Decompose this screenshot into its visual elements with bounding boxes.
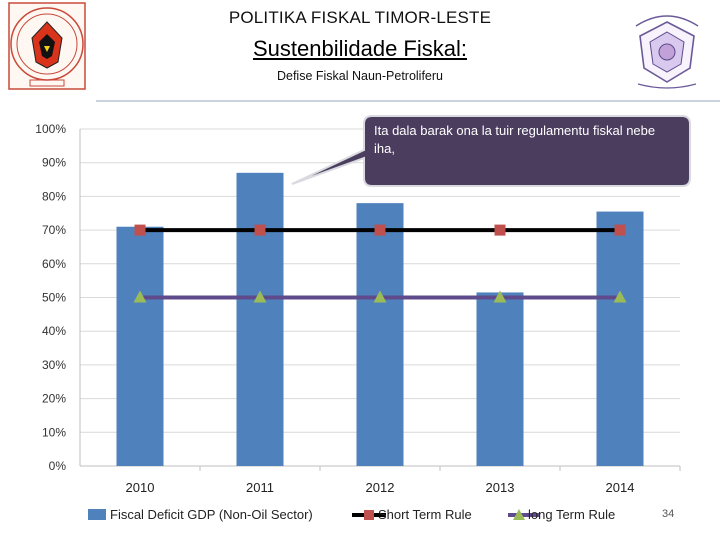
y-tick-label: 100% — [35, 122, 66, 136]
page-title: Sustenbilidade Fiskal: — [252, 36, 467, 61]
bar — [596, 211, 644, 466]
y-tick-label: 90% — [42, 156, 66, 170]
legend-label: Short Term Rule — [378, 507, 472, 522]
y-tick-label: 40% — [42, 324, 66, 338]
square-marker — [134, 224, 146, 236]
callout-bubble — [291, 115, 691, 187]
legend-label: Fiscal Deficit GDP (Non-Oil Sector) — [110, 507, 313, 522]
square-marker — [614, 224, 626, 236]
y-tick-label: 60% — [42, 257, 66, 271]
y-tick-label: 70% — [42, 223, 66, 237]
header-divider — [96, 100, 720, 102]
triangle-marker — [373, 290, 387, 303]
x-tick-label: 2011 — [246, 480, 274, 495]
legend-swatch-marker — [364, 510, 374, 520]
triangle-marker — [493, 290, 507, 303]
y-tick-label: 50% — [42, 291, 66, 305]
y-tick-label: 80% — [42, 189, 66, 203]
bar — [236, 172, 284, 466]
timor-leste-emblem-icon — [8, 2, 86, 90]
square-marker — [494, 224, 506, 236]
slide-header: POLITIKA FISKAL TIMOR-LESTE Sustenbilida… — [0, 0, 720, 104]
y-tick-label: 10% — [42, 425, 66, 439]
page-number: 34 — [662, 508, 675, 520]
callout-text: Ita dala barak ona la tuir regulamentu f… — [374, 123, 656, 156]
y-tick-label: 20% — [42, 392, 66, 406]
page-subtitle: Defise Fiskal Naun-Petroliferu — [276, 69, 444, 83]
square-marker — [374, 224, 386, 236]
triangle-marker — [253, 290, 267, 303]
x-tick-label: 2013 — [486, 480, 515, 495]
fiscal-deficit-chart: 0% 10% 20% 30% 40% 50% 60% 70% 80% 90% 100% 2010 201… — [35, 115, 691, 522]
legend-label: long Term Rule — [528, 507, 615, 522]
bar — [116, 226, 164, 466]
x-tick-label: 2012 — [366, 480, 395, 495]
legend-swatch-marker — [513, 509, 525, 520]
bar — [356, 203, 404, 466]
x-tick-label: 2010 — [126, 480, 155, 495]
square-marker — [254, 224, 266, 236]
triangle-marker — [613, 290, 627, 303]
y-tick-label: 0% — [49, 459, 67, 473]
x-tick-label: 2014 — [606, 480, 635, 495]
bar — [476, 292, 524, 466]
super-title: POLITIKA FISKAL TIMOR-LESTE — [228, 8, 492, 27]
institution-seal-icon — [635, 15, 699, 89]
legend-swatch-bar — [88, 509, 106, 520]
triangle-marker — [133, 290, 147, 303]
y-tick-label: 30% — [42, 358, 66, 372]
